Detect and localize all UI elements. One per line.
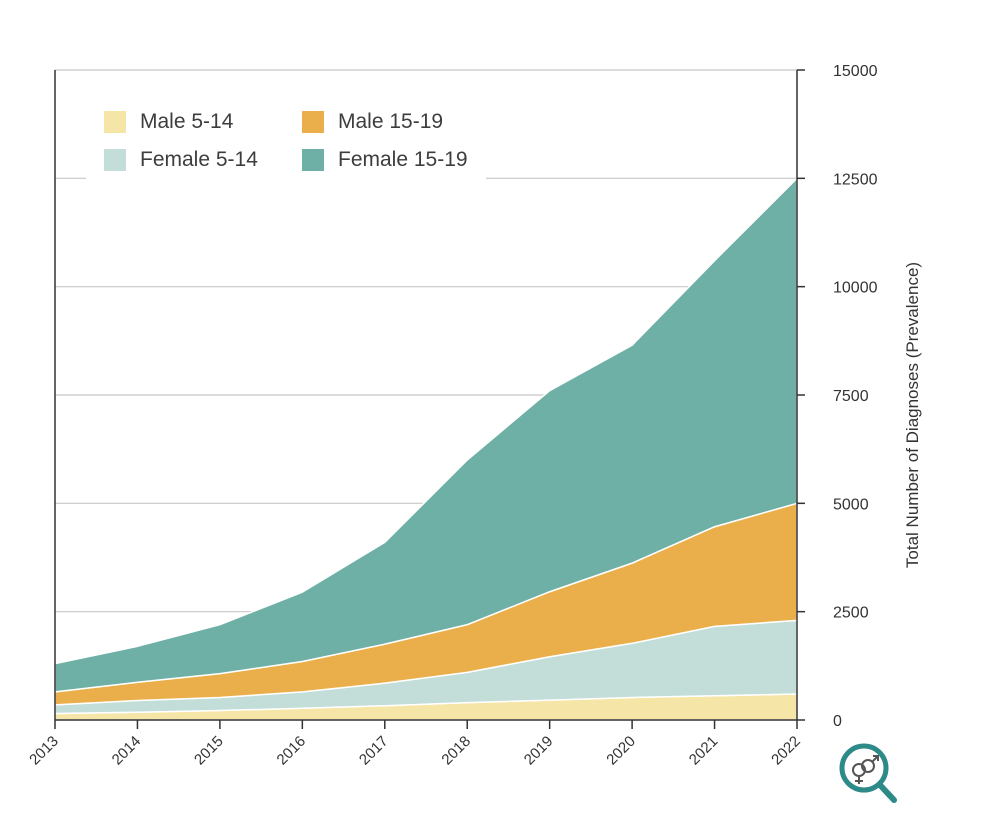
y-tick-label: 12500 <box>833 171 878 188</box>
legend-item-female-15-19: Female 15-19 <box>302 148 468 172</box>
x-tick-label: 2013 <box>26 733 62 769</box>
y-axis-title: Total Number of Diagnoses (Prevalence) <box>903 262 922 568</box>
legend-label: Female 5-14 <box>140 148 258 171</box>
legend-swatch <box>104 149 126 171</box>
legend-item-male-5-14: Male 5-14 <box>104 110 233 134</box>
x-tick-label: 2018 <box>438 733 474 769</box>
x-tick-label: 2020 <box>603 733 639 769</box>
x-tick-label: 2022 <box>768 733 804 769</box>
y-tick-label: 10000 <box>833 280 878 297</box>
x-tick-label: 2021 <box>686 733 722 769</box>
magnifier-gender-icon <box>839 743 897 803</box>
legend-label: Male 15-19 <box>338 110 444 133</box>
legend-swatch <box>302 149 324 171</box>
y-tick-label: 5000 <box>833 496 869 513</box>
x-tick-label: 2015 <box>191 733 227 769</box>
chart-legend: Male 5-14 Male 15-19 Female 5-14 Female … <box>86 100 486 182</box>
legend-label: Male 5-14 <box>140 110 234 133</box>
legend-label: Female 15-19 <box>338 148 468 171</box>
legend-item-male-15-19: Male 15-19 <box>302 110 443 134</box>
y-tick-label: 0 <box>833 713 842 730</box>
legend-item-female-5-14: Female 5-14 <box>104 148 258 172</box>
x-tick-label: 2019 <box>521 733 557 769</box>
y-tick-label: 7500 <box>833 388 869 405</box>
y-tick-label: 15000 <box>833 63 878 80</box>
x-tick-label: 2016 <box>274 733 310 769</box>
legend-swatch <box>302 111 324 133</box>
legend-swatch <box>104 111 126 133</box>
x-tick-label: 2014 <box>109 733 145 769</box>
x-tick-label: 2017 <box>356 733 392 769</box>
y-tick-label: 2500 <box>833 605 869 622</box>
